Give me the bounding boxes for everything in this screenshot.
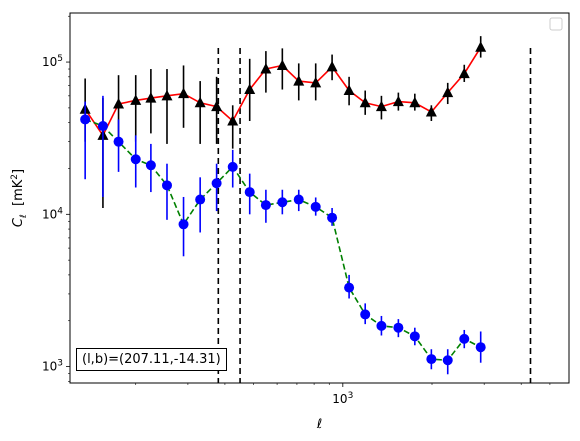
circle-marker [244, 187, 255, 198]
vertical-lines [217, 48, 532, 383]
series-2 [80, 95, 486, 375]
triangle-marker [475, 41, 487, 52]
y-tick-label: 105 [42, 54, 63, 69]
circle-marker [393, 322, 404, 333]
circle-marker [459, 333, 470, 344]
circle-marker [113, 136, 124, 147]
annotation-box: (l,b)=(207.11,-14.31) [76, 348, 227, 371]
triangle-marker [145, 92, 157, 103]
y-tick-label-base: 10 [42, 360, 57, 374]
series-line [84, 118, 482, 362]
circle-marker [211, 178, 222, 189]
triangle-marker [343, 84, 355, 96]
y-axis-label-text: Cℓ [mK2] [10, 169, 29, 227]
circle-marker [376, 320, 387, 331]
triangle-marker [276, 59, 288, 70]
circle-marker [80, 114, 91, 125]
y-tick-label: 104 [42, 206, 63, 221]
circle-marker [195, 194, 206, 205]
circle-marker [344, 282, 355, 293]
series-1 [79, 36, 487, 209]
y-tick-label-exponent: 4 [57, 206, 63, 216]
y-tick-label-base: 10 [42, 207, 57, 221]
circle-marker [409, 331, 420, 342]
circle-marker [442, 355, 453, 366]
x-tick-label-exponent: 3 [348, 391, 354, 401]
circle-marker [178, 219, 189, 230]
plot-series [79, 36, 487, 375]
y-tick-label: 103 [42, 359, 63, 374]
circle-marker [426, 354, 437, 365]
triangle-marker [178, 87, 190, 99]
triangle-marker [194, 96, 206, 108]
circle-marker [227, 161, 238, 172]
circle-marker [277, 197, 288, 208]
triangle-marker [458, 67, 470, 79]
triangle-marker [359, 96, 371, 108]
circle-marker [161, 180, 172, 191]
triangle-marker [409, 96, 421, 108]
triangle-marker [244, 83, 256, 95]
x-axis-label: ℓ [316, 417, 322, 432]
annotation-text: (l,b)=(207.11,-14.31) [82, 352, 221, 367]
plot-frame [69, 12, 570, 384]
triangle-marker [227, 115, 239, 126]
triangle-marker [442, 86, 454, 98]
triangle-marker [293, 75, 305, 86]
triangle-marker [326, 60, 338, 72]
x-tick-label: 103 [332, 391, 353, 406]
circle-marker [475, 342, 486, 353]
circle-marker [97, 121, 108, 132]
circle-marker [327, 212, 338, 223]
triangle-marker [161, 89, 173, 101]
y-tick-label-base: 10 [42, 55, 57, 69]
y-axis-label: Cℓ [mK2] [10, 169, 29, 227]
y-tick-label-exponent: 3 [57, 359, 63, 369]
circle-marker [130, 154, 141, 165]
circle-marker [260, 200, 271, 211]
circle-marker [310, 201, 321, 212]
triangle-marker [310, 76, 322, 88]
triangle-marker [392, 95, 404, 107]
triangle-marker [375, 100, 387, 112]
triangle-marker [130, 94, 142, 105]
triangle-marker [113, 98, 125, 109]
circle-marker [145, 160, 156, 171]
circle-marker [293, 194, 304, 205]
triangle-marker [425, 105, 437, 117]
legend-box [549, 17, 563, 31]
circle-marker [360, 309, 371, 320]
triangle-marker [260, 63, 272, 74]
y-tick-label-exponent: 5 [57, 54, 63, 64]
triangle-marker [211, 100, 223, 112]
x-tick-label-base: 10 [332, 392, 347, 406]
